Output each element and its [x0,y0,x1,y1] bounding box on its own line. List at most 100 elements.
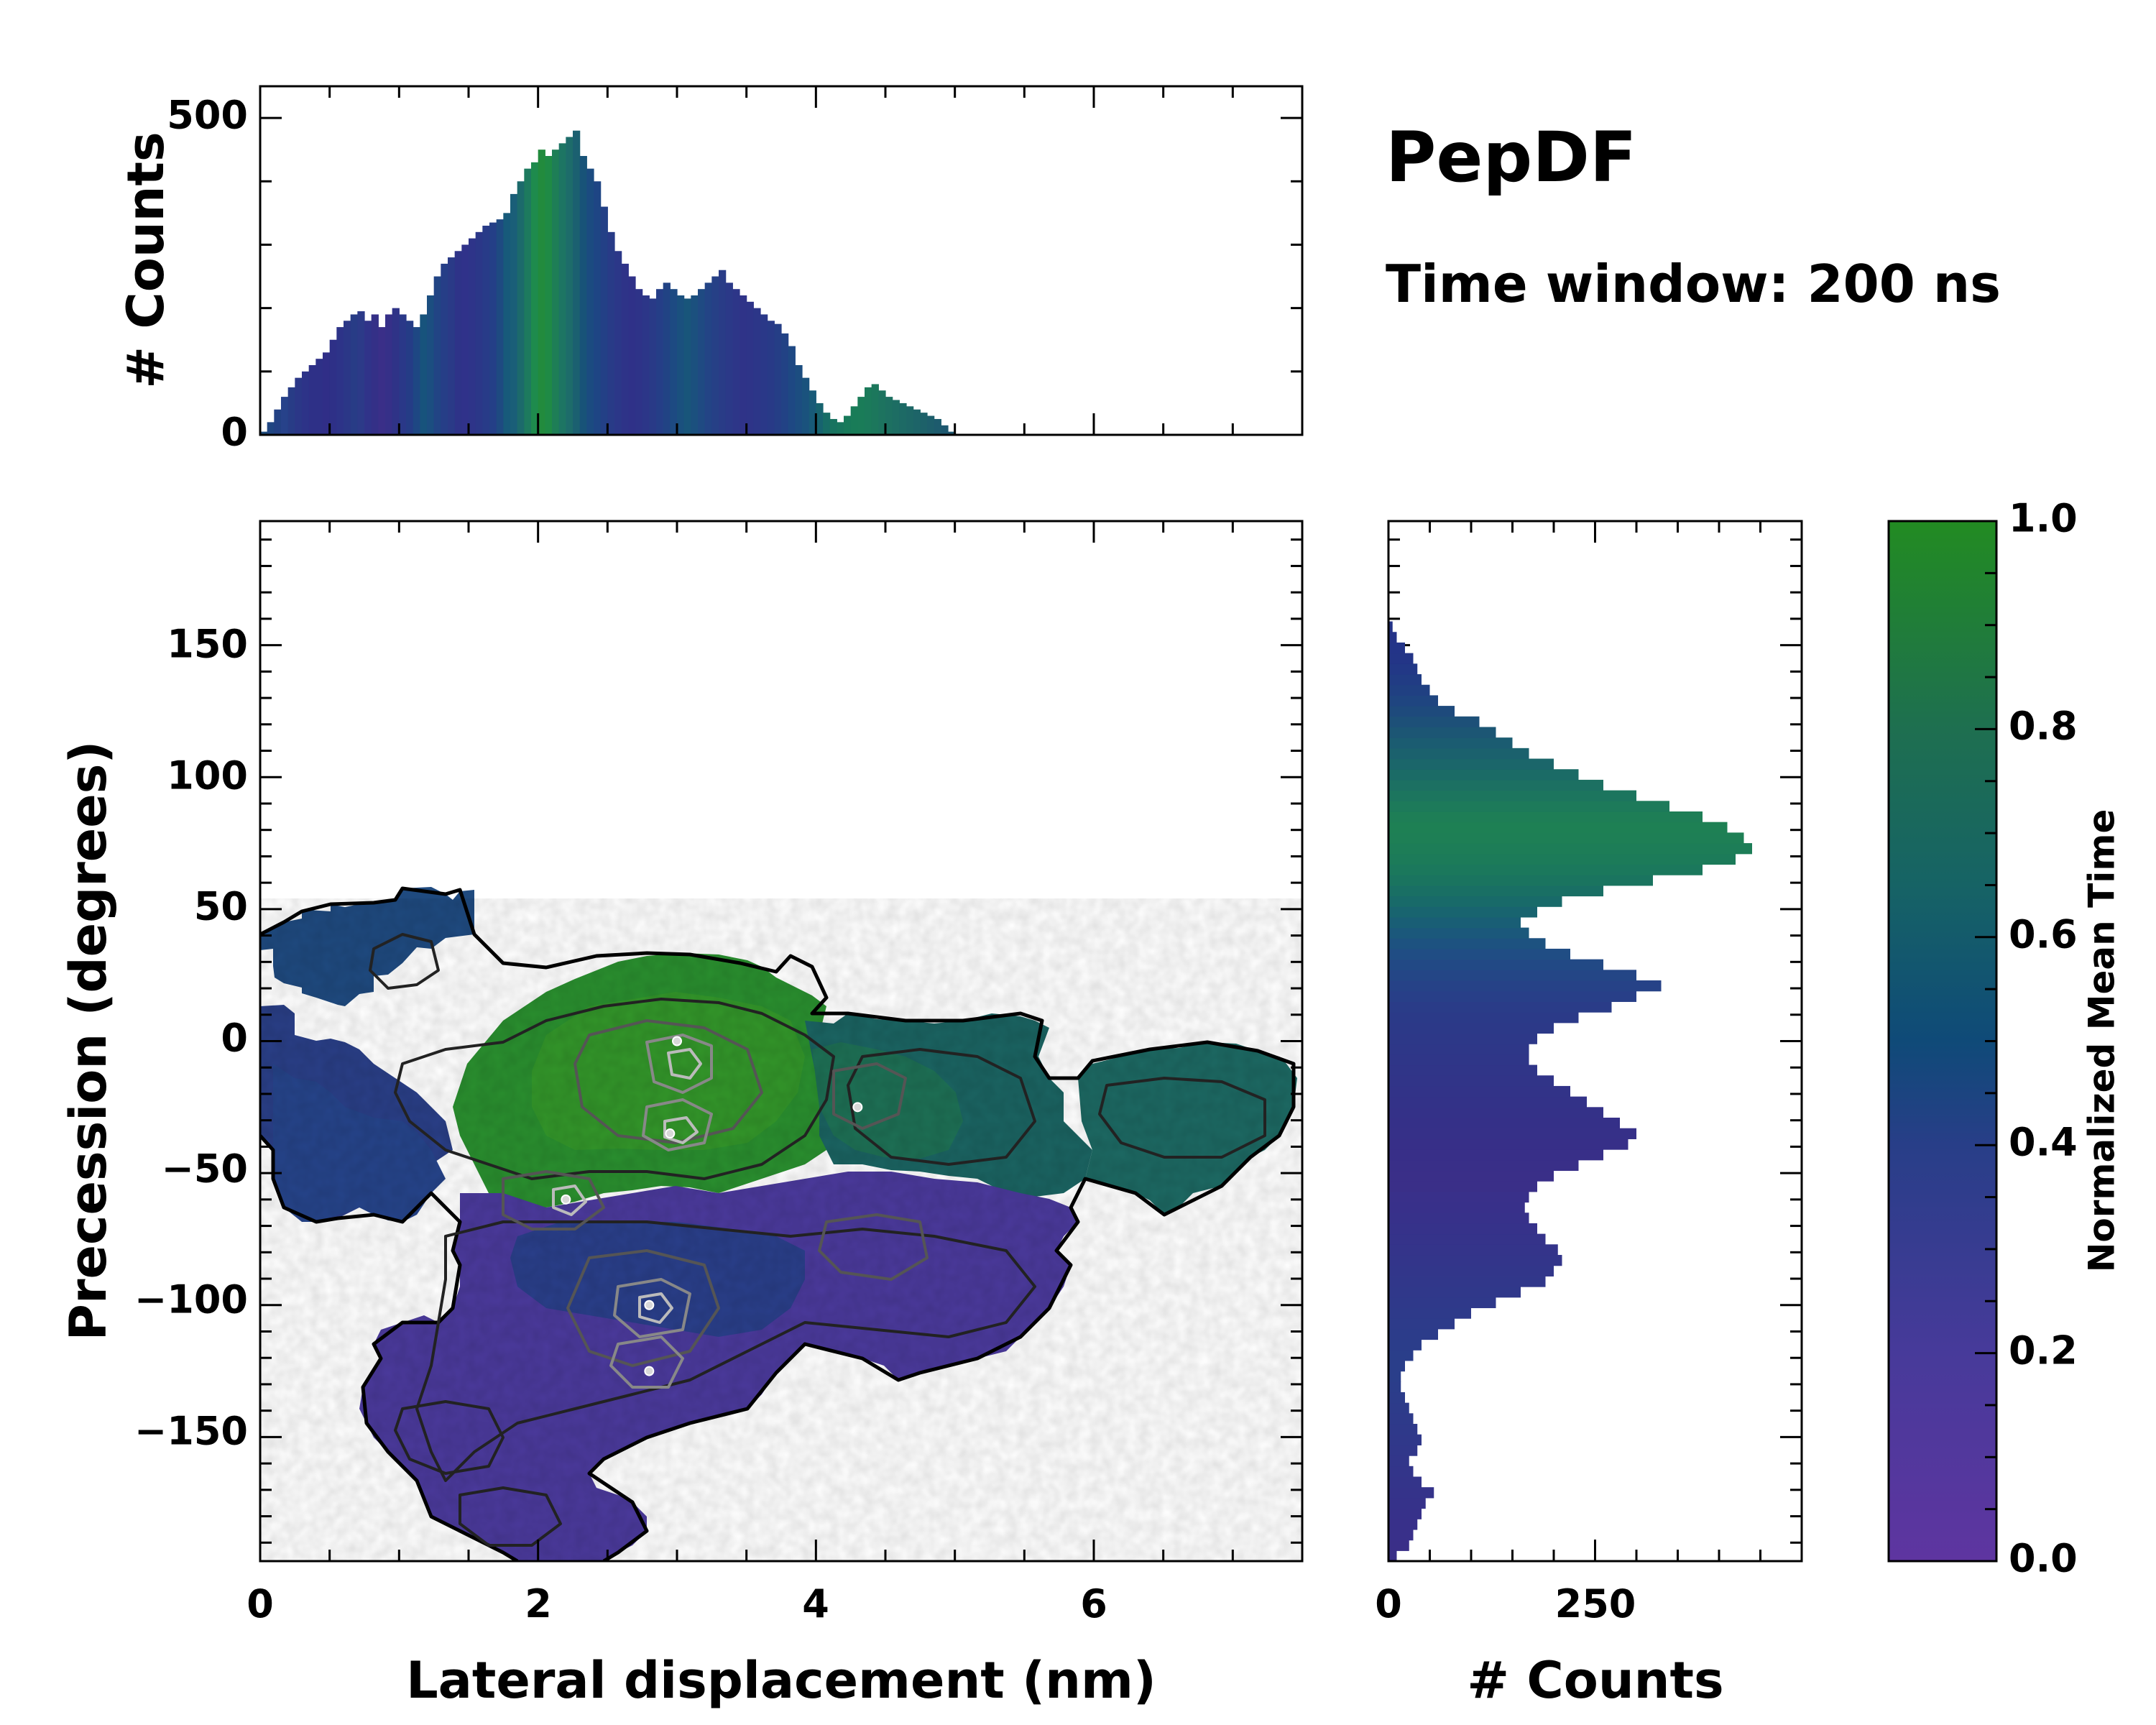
right-histogram-bar [1388,980,1662,992]
top-histogram-bar [837,422,844,435]
top-histogram-bar [948,431,956,435]
right-histogram-bar [1388,1149,1603,1161]
top-histogram-bar [413,327,420,435]
contour-level-2a [573,1019,763,1144]
right-histogram-bar [1388,1244,1558,1256]
top-histogram-bar [302,371,310,435]
right-histogram-bar [1388,822,1728,833]
main-xtick-label-0: 0 [247,1581,274,1627]
top-histogram-bar [899,402,907,435]
right-histogram-bar [1388,748,1529,760]
right-histogram-bar [1388,1508,1422,1519]
top-histogram-bar [711,276,719,435]
top-histogram-bar [364,321,372,435]
top-histogram-ticks [260,116,1302,436]
right-histogram-bar [1388,906,1537,918]
right-histogram-bar [1388,1064,1537,1076]
right-histogram-bar [1388,642,1405,654]
right-histogram-bar [1388,959,1603,970]
right-histogram-bar [1388,896,1562,907]
contour-level-4b [663,1116,699,1144]
top-histogram-bar [808,390,816,435]
top-histogram-bar [677,295,685,435]
colorbar-tick-label-0.2: 0.2 [2009,1328,2078,1374]
colorbar-tick-label-1.0: 1.0 [2009,496,2078,541]
top-histogram-bar [496,219,504,435]
top-histogram-bar [635,289,643,435]
contour-level-1b [394,998,835,1180]
top-histogram-bar [392,308,400,435]
right-histogram-bar [1388,1487,1434,1499]
right-histogram-bar [1388,1022,1554,1034]
colorbar-ticks [1975,520,1996,1563]
right-histogram-bar [1388,1223,1537,1235]
density-contours [260,886,1296,1561]
right-histogram-bar [1388,1118,1620,1129]
contour-level-1g [459,1486,562,1547]
top-histogram-bar [725,282,733,435]
top-histogram-bar [336,327,344,435]
right-histogram-bar [1388,1213,1529,1224]
right-histogram-bar [1388,1191,1529,1203]
top-histogram-bar [469,238,476,435]
top-histogram-bar [642,295,650,435]
right-histogram-bar [1388,1276,1546,1287]
contour-level-1a [369,933,440,990]
top-histogram-bar [871,384,879,435]
right-histogram-bar [1388,1044,1529,1055]
main-ytick-label-100: 100 [167,753,248,799]
right-histogram-bar [1388,790,1636,801]
top-histogram-bar [927,415,935,435]
right-histogram-bar [1388,684,1430,696]
top-histogram-bar [621,263,629,435]
top-histogram-bar [461,244,469,435]
right-histogram-bar [1388,1445,1418,1456]
top-histogram-bar [816,402,824,435]
right-histogram-bar [1388,1085,1570,1098]
top-histogram-bar [885,397,893,435]
colorbar-tick-label-0.8: 0.8 [2009,704,2078,749]
right-histogram-bar [1388,769,1579,781]
right-histogram-bar [1388,1265,1554,1276]
colorbar-tick-label-0.4: 0.4 [2009,1120,2078,1165]
top-histogram-bar [545,156,553,435]
contour-level-3b [642,1098,713,1151]
right-histogram-bar [1388,1159,1579,1172]
top-histogram-bar [448,257,456,435]
contour-level-1d [1098,1077,1266,1159]
right-histogram-bar [1388,663,1418,675]
right-histogram-bar [1388,674,1422,686]
contour-level-4d [638,1292,673,1324]
heatmap-texture [260,898,1302,1561]
chart-subtitle: Time window: 200 ns [1386,254,2001,314]
right-histogram-bar [1388,632,1397,643]
top-histogram-bar [788,346,796,435]
right-histogram-panel: 0 250 # Counts [1375,520,1803,1710]
top-histogram-bar [767,321,775,435]
right-histogram-bar [1388,1497,1426,1509]
right-histogram-bar [1388,1054,1529,1066]
main-xtick-label-4: 4 [802,1581,829,1627]
right-histogram-bar [1388,801,1669,812]
top-histogram-bar [323,352,331,435]
chart-title: PepDF [1386,117,1636,198]
right-histogram-bar [1388,1318,1455,1330]
top-histogram-bar [538,150,545,435]
right-histogram-bar [1388,1001,1612,1013]
top-histogram-bar [691,295,699,435]
right-histogram-bar [1388,1170,1554,1182]
top-histogram-bar [774,323,782,435]
top-histogram-bar [802,377,810,435]
right-histogram-bars [1388,621,1752,1562]
top-histogram-bar [378,327,386,435]
contour-level-3a [645,1034,713,1094]
top-histogram-bar [600,206,608,435]
top-histogram-bar [329,339,337,435]
right-hist-xtick-label-250: 250 [1555,1581,1636,1627]
top-histogram-bar [531,162,539,435]
contour-level-2d [832,1062,907,1130]
right-histogram-bar [1388,843,1752,855]
right-histogram-bar [1388,1550,1397,1562]
right-histogram-bar [1388,990,1636,1003]
